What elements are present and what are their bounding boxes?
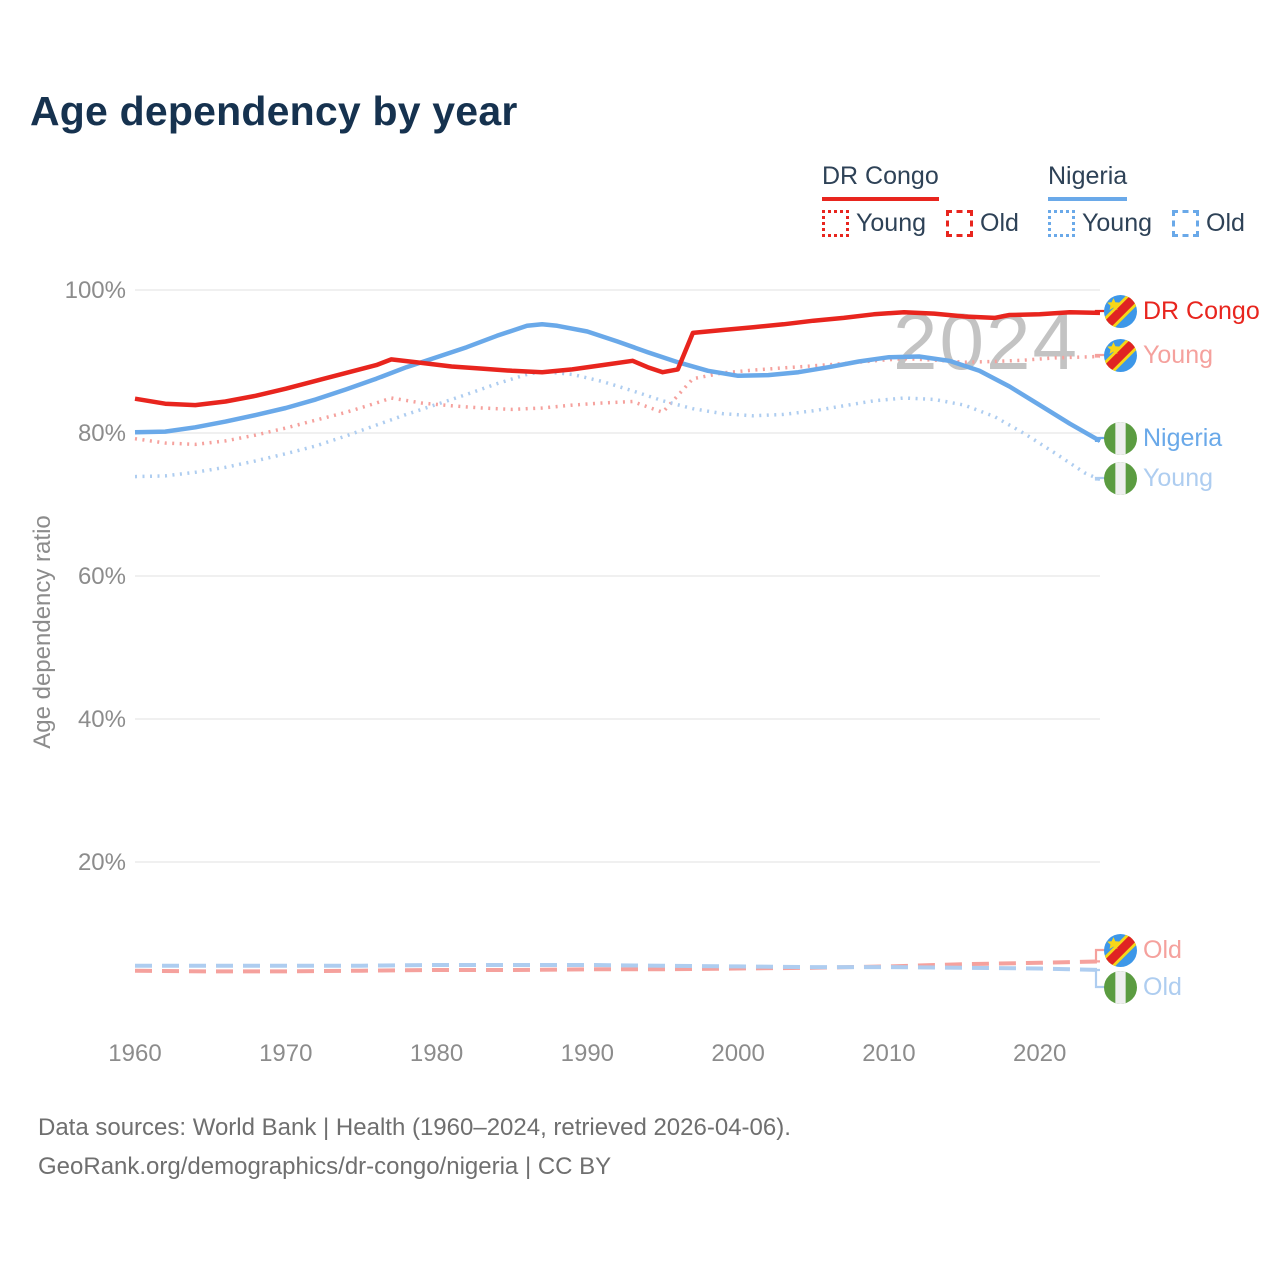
y-tick-label: 80% xyxy=(78,420,126,447)
legend-item-nigeria-old[interactable]: Old xyxy=(1172,209,1245,237)
dashed-swatch-icon xyxy=(1172,209,1199,237)
page-title: Age dependency by year xyxy=(30,88,518,134)
drc_old-leader-line xyxy=(1094,948,1106,963)
dr-congo-flag-icon xyxy=(1104,934,1137,967)
legend-group-dr-congo: DR Congo Young Old xyxy=(822,162,1019,237)
nigeria-flag-icon xyxy=(1104,971,1137,1004)
nigeria-flag-icon xyxy=(1104,422,1137,455)
source-url-line: GeoRank.org/demographics/dr-congo/nigeri… xyxy=(38,1153,612,1180)
nigeria-flag-icon xyxy=(1104,462,1137,495)
drc_young-line xyxy=(134,354,1101,447)
nigeria_young-line xyxy=(134,369,1101,482)
x-tick-label: 2020 xyxy=(1013,1040,1066,1067)
attribution-footer: Data sources: World Bank | Health (1960–… xyxy=(38,1108,791,1186)
dr-congo-flag-icon xyxy=(1104,339,1137,372)
legend-item-drc-old[interactable]: Old xyxy=(946,209,1019,237)
series-label-drc-total: DR Congo xyxy=(1104,295,1260,328)
y-tick-label: 20% xyxy=(78,849,126,876)
data-sources-line: Data sources: World Bank | Health (1960–… xyxy=(38,1114,791,1141)
dr-congo-flag-icon xyxy=(1104,295,1137,328)
x-tick-label: 2010 xyxy=(862,1040,915,1067)
dotted-swatch-icon xyxy=(1048,209,1075,237)
legend-header-dr-congo[interactable]: DR Congo xyxy=(822,162,939,201)
series-label-drc-young: Young xyxy=(1104,339,1213,372)
legend-item-drc-young[interactable]: Young xyxy=(822,209,926,237)
series-label-nigeria-total: Nigeria xyxy=(1104,422,1222,455)
y-tick-label: 100% xyxy=(65,277,126,304)
series-label-nigeria-old: Old xyxy=(1104,971,1182,1004)
y-tick-label: 40% xyxy=(78,706,126,733)
dashed-swatch-icon xyxy=(946,209,973,237)
drc_total-line xyxy=(134,309,1101,408)
drc_old-line xyxy=(134,959,1101,974)
drc_young-leader-line xyxy=(1094,353,1106,358)
x-tick-label: 1960 xyxy=(108,1040,161,1067)
series-label-nigeria-young: Young xyxy=(1104,462,1213,495)
legend-group-nigeria: Nigeria Young Old xyxy=(1048,162,1245,237)
series-label-drc-old: Old xyxy=(1104,934,1182,967)
x-tick-label: 1980 xyxy=(410,1040,463,1067)
legend-item-nigeria-young[interactable]: Young xyxy=(1048,209,1152,237)
nigeria_total-line xyxy=(134,322,1102,443)
legend-header-nigeria[interactable]: Nigeria xyxy=(1048,162,1128,201)
nigeria_old-leader-line xyxy=(1094,968,1106,989)
x-tick-label: 2000 xyxy=(711,1040,764,1067)
y-tick-label: 60% xyxy=(78,563,126,590)
nigeria_old-line xyxy=(135,963,1101,972)
x-tick-label: 1970 xyxy=(259,1040,312,1067)
dotted-swatch-icon xyxy=(822,209,849,237)
x-tick-label: 1990 xyxy=(561,1040,614,1067)
